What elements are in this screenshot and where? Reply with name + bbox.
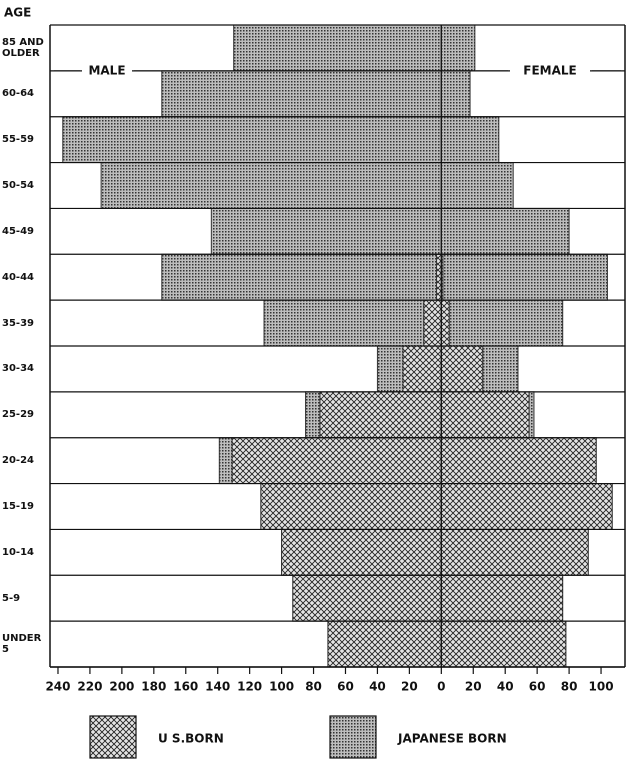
- category-label: 60-64: [2, 88, 34, 100]
- x-tick-label: 40: [497, 680, 514, 694]
- x-tick-label: 180: [141, 680, 166, 694]
- bar-male: [62, 116, 442, 164]
- x-tick-label: 120: [237, 680, 262, 694]
- x-tick-label: 160: [173, 680, 198, 694]
- category-label: 20-24: [2, 455, 34, 467]
- bar-female: [448, 299, 564, 347]
- x-tick-label: 100: [269, 680, 294, 694]
- x-tick-label: 60: [529, 680, 546, 694]
- x-tick-label: 80: [305, 680, 322, 694]
- bar-male: [218, 437, 233, 485]
- bar-female: [528, 391, 535, 439]
- bar-male: [260, 483, 442, 530]
- bar-male: [281, 528, 442, 576]
- bar-male: [231, 437, 442, 485]
- category-label: 85 AND OLDER: [2, 36, 44, 59]
- bar-female: [440, 116, 500, 164]
- bar-female: [440, 70, 471, 118]
- x-tick-label: 20: [465, 680, 482, 694]
- bar-male: [161, 70, 442, 118]
- bar-female: [440, 437, 597, 485]
- x-tick-label: 220: [77, 680, 102, 694]
- x-tick-label: 20: [401, 680, 418, 694]
- bar-female: [440, 528, 589, 576]
- category-label: 40-44: [2, 271, 34, 283]
- category-label: 25-29: [2, 409, 34, 421]
- bar-male: [402, 345, 442, 393]
- x-tick-label: 240: [45, 680, 70, 694]
- bar-male: [263, 299, 425, 347]
- category-label: 45-49: [2, 225, 34, 237]
- x-tick-label: 40: [369, 680, 386, 694]
- x-tick-label: 200: [109, 680, 134, 694]
- bar-female: [440, 483, 613, 530]
- left-label: MALE: [88, 63, 125, 77]
- category-label: 55-59: [2, 134, 34, 146]
- right-label: FEMALE: [523, 63, 576, 77]
- category-label: UNDER 5: [2, 633, 42, 656]
- bar-male: [292, 574, 442, 622]
- bar-male: [305, 391, 321, 439]
- bar-male: [376, 345, 404, 393]
- bar-female: [440, 299, 450, 347]
- bar-female: [440, 620, 567, 668]
- x-tick-label: 60: [337, 680, 354, 694]
- bar-female: [440, 207, 570, 255]
- bar-male: [161, 253, 438, 301]
- x-tick-label: 140: [205, 680, 230, 694]
- category-label: 15-19: [2, 500, 34, 512]
- bar-female: [440, 391, 530, 439]
- bar-male: [319, 391, 442, 439]
- label-bg: [510, 61, 590, 80]
- legend-swatch: [329, 715, 377, 759]
- bar-male: [100, 162, 442, 209]
- category-label: 30-34: [2, 363, 34, 375]
- x-tick-label: 0: [437, 680, 445, 694]
- bar-male: [233, 24, 442, 72]
- bar-female: [440, 24, 476, 72]
- legend-label: JAPANESE BORN: [397, 732, 507, 746]
- category-label: 10-14: [2, 546, 34, 558]
- bar-female: [440, 574, 564, 622]
- bar-male: [327, 620, 442, 668]
- bar-female: [440, 345, 484, 393]
- y-axis-label: AGE: [4, 6, 31, 20]
- x-tick-label: 80: [561, 680, 578, 694]
- legend-label: U S.BORN: [158, 732, 224, 746]
- bar-female: [442, 253, 608, 301]
- bar-female: [482, 345, 519, 393]
- category-label: 5-9: [2, 592, 21, 604]
- bar-female: [440, 162, 514, 209]
- bar-male: [436, 253, 442, 301]
- x-tick-label: 100: [589, 680, 614, 694]
- bar-male: [210, 207, 442, 255]
- label-bg: [82, 61, 132, 80]
- category-label: 50-54: [2, 179, 34, 191]
- bar-male: [423, 299, 442, 347]
- category-label: 35-39: [2, 317, 34, 329]
- legend-swatch: [89, 715, 137, 759]
